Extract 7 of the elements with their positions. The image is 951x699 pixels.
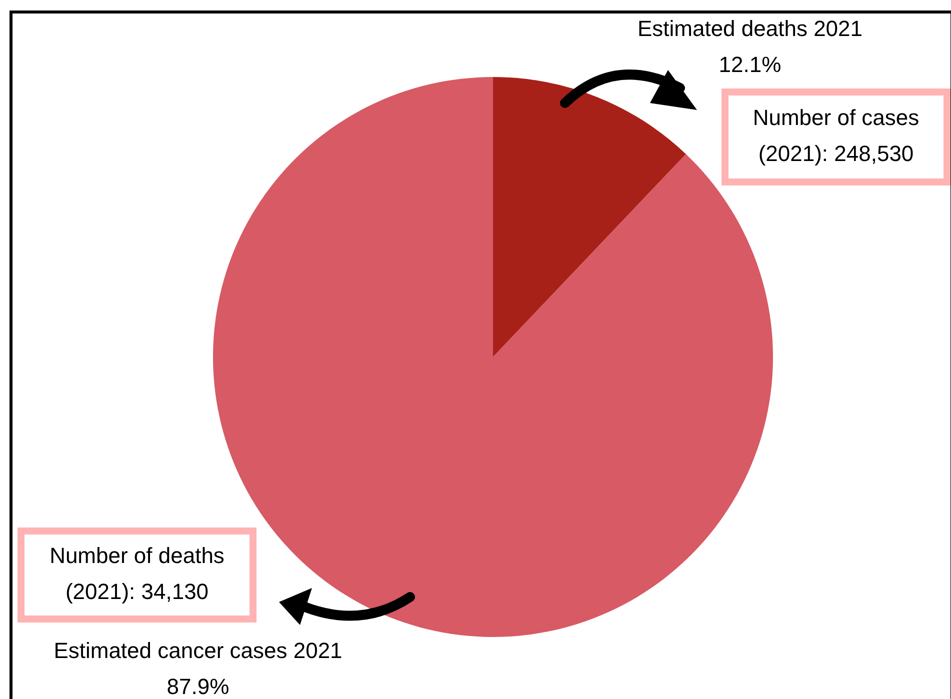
text: Number of cases (2021): 248,530: [752, 104, 920, 166]
data-label: 87.9%: [166, 674, 230, 699]
data-label: 12.1%: [718, 52, 782, 77]
text: Number of deaths (2021): 34,130: [50, 542, 224, 604]
pie-slice: [493, 77, 686, 357]
slice-label: Estimated deaths 2021: [637, 16, 863, 41]
slice-label: Estimated cancer cases 2021: [54, 638, 342, 663]
